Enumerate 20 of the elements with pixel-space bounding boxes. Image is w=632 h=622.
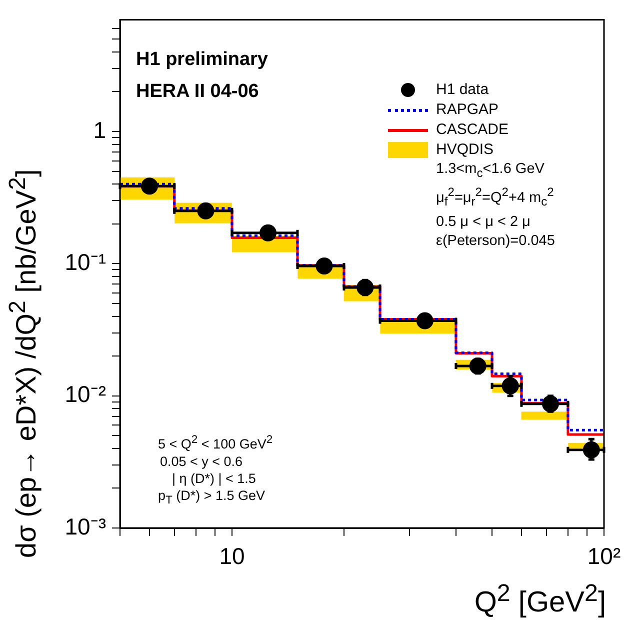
- x-tick-label: 10: [219, 543, 245, 570]
- x-axis-title: Q$^{2}$ [GeV$^{2}$]: [474, 580, 606, 620]
- annotation: 0.5 μ < μ < 2 μ: [435, 212, 532, 232]
- x-tick-label: 10²: [587, 543, 621, 570]
- annotation: H1 preliminary: [136, 48, 268, 72]
- annotation: 1.3<m$_{c}$<1.6 GeV: [435, 160, 546, 182]
- annotation: | η (D*) | < 1.5: [171, 470, 257, 486]
- legend-label: H1 data: [436, 80, 489, 100]
- annotation: 0.05 < y < 0.6: [159, 452, 244, 470]
- y-tick-label: 10⁻³: [64, 513, 106, 540]
- legend-label: RAPGAP: [436, 100, 499, 120]
- annotation: 5 < Q$^{2}$ < 100 GeV$^{2}$: [158, 433, 273, 452]
- y-tick-label: 10⁻²: [64, 381, 106, 408]
- annotation: HERA II 04-06: [136, 80, 260, 104]
- annotation: ε(Peterson)=0.045: [435, 232, 555, 252]
- y-tick-label: 1: [93, 116, 106, 143]
- legend-label: CASCADE: [436, 120, 509, 140]
- annotation: p$_{T}$ (D*) > 1.5 GeV: [158, 486, 266, 508]
- y-tick-label: 10⁻¹: [64, 249, 106, 276]
- legend-label: HVQDIS: [436, 140, 494, 160]
